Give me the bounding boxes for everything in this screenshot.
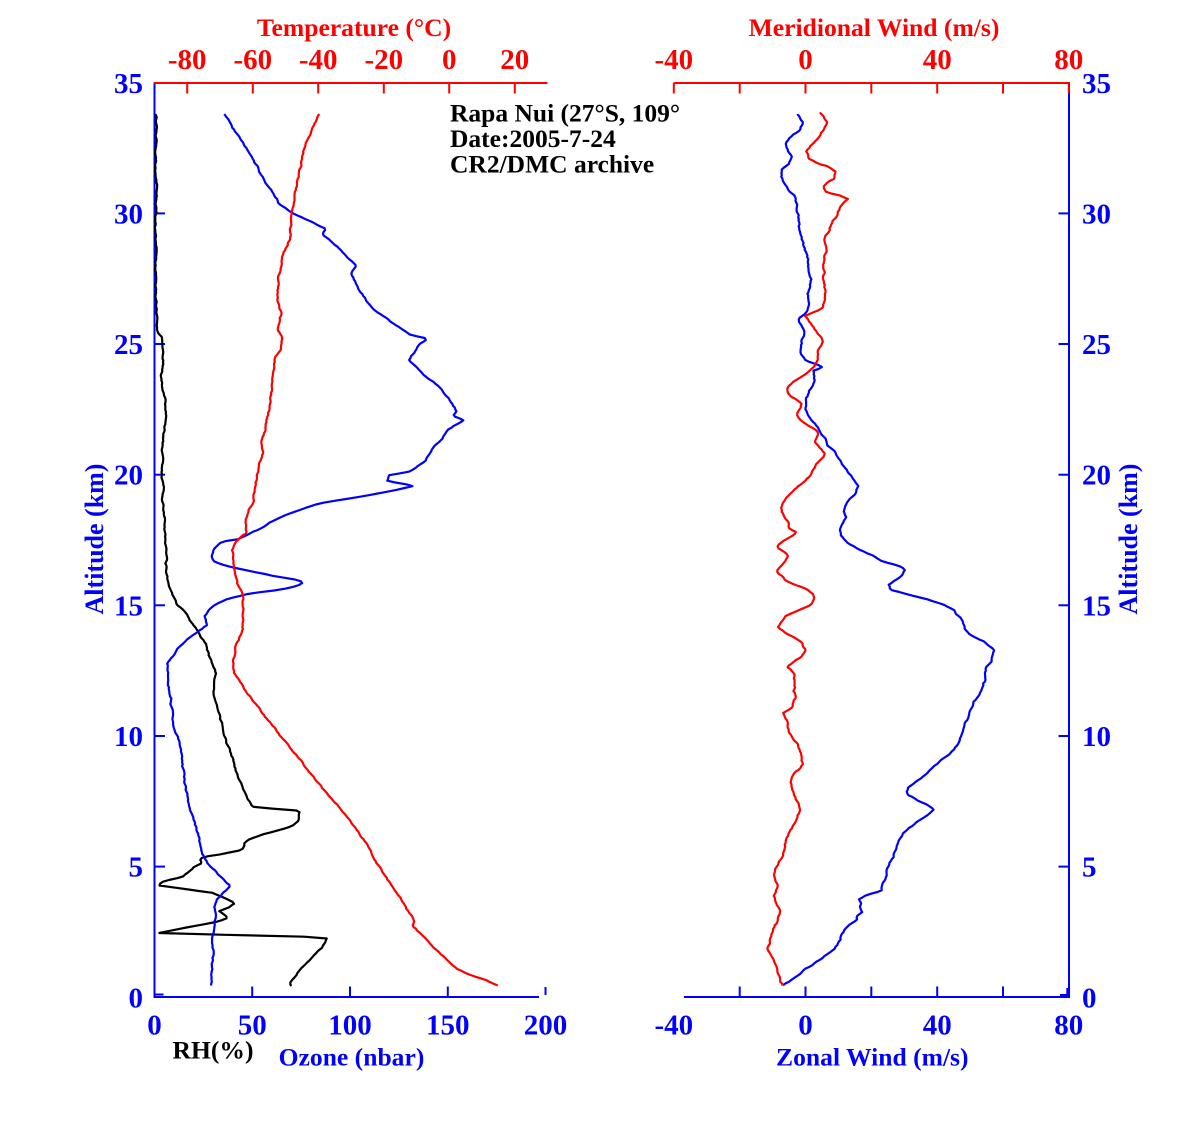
svg-text:0: 0	[442, 44, 457, 76]
svg-text:0: 0	[798, 44, 813, 76]
svg-text:5: 5	[129, 852, 144, 884]
svg-text:200: 200	[524, 1010, 568, 1042]
svg-text:Temperature (°C): Temperature (°C)	[257, 13, 451, 42]
svg-text:150: 150	[426, 1010, 470, 1042]
svg-text:80: 80	[1054, 1010, 1083, 1042]
svg-text:Altitude (km): Altitude (km)	[80, 464, 109, 615]
svg-text:-80: -80	[168, 44, 207, 76]
svg-text:80: 80	[1054, 44, 1083, 76]
svg-text:Ozone (nbar): Ozone (nbar)	[279, 1043, 425, 1072]
svg-text:10: 10	[1082, 721, 1111, 753]
svg-text:RH(%): RH(%)	[172, 1036, 253, 1065]
svg-text:25: 25	[114, 329, 143, 361]
svg-text:0: 0	[798, 1010, 813, 1042]
svg-text:50: 50	[238, 1010, 267, 1042]
svg-text:20: 20	[500, 44, 529, 76]
svg-text:-40: -40	[654, 1010, 693, 1042]
svg-text:15: 15	[1082, 590, 1111, 622]
svg-text:Rapa Nui (27°S, 109°: Rapa Nui (27°S, 109°	[450, 99, 680, 128]
svg-text:-40: -40	[654, 44, 693, 76]
svg-text:5: 5	[1082, 852, 1097, 884]
svg-text:-20: -20	[364, 44, 403, 76]
svg-text:-60: -60	[233, 44, 272, 76]
svg-text:Date:2005-7-24: Date:2005-7-24	[450, 124, 616, 153]
svg-text:20: 20	[114, 460, 143, 492]
svg-text:40: 40	[923, 1010, 952, 1042]
svg-text:Meridional Wind (m/s): Meridional Wind (m/s)	[749, 13, 1000, 42]
svg-text:0: 0	[129, 982, 144, 1014]
svg-text:10: 10	[114, 721, 143, 753]
svg-text:20: 20	[1082, 460, 1111, 492]
svg-text:30: 30	[114, 198, 143, 230]
svg-text:0: 0	[1082, 982, 1097, 1014]
svg-text:40: 40	[923, 44, 952, 76]
svg-text:35: 35	[1082, 68, 1111, 100]
svg-text:30: 30	[1082, 198, 1111, 230]
svg-text:100: 100	[328, 1010, 372, 1042]
svg-text:CR2/DMC archive: CR2/DMC archive	[450, 149, 654, 178]
svg-text:35: 35	[114, 68, 143, 100]
svg-text:25: 25	[1082, 329, 1111, 361]
svg-text:15: 15	[114, 590, 143, 622]
svg-text:0: 0	[147, 1010, 162, 1042]
svg-text:-40: -40	[299, 44, 338, 76]
svg-text:Zonal Wind (m/s): Zonal Wind (m/s)	[776, 1043, 969, 1072]
svg-text:Altitude (km): Altitude (km)	[1114, 464, 1143, 615]
